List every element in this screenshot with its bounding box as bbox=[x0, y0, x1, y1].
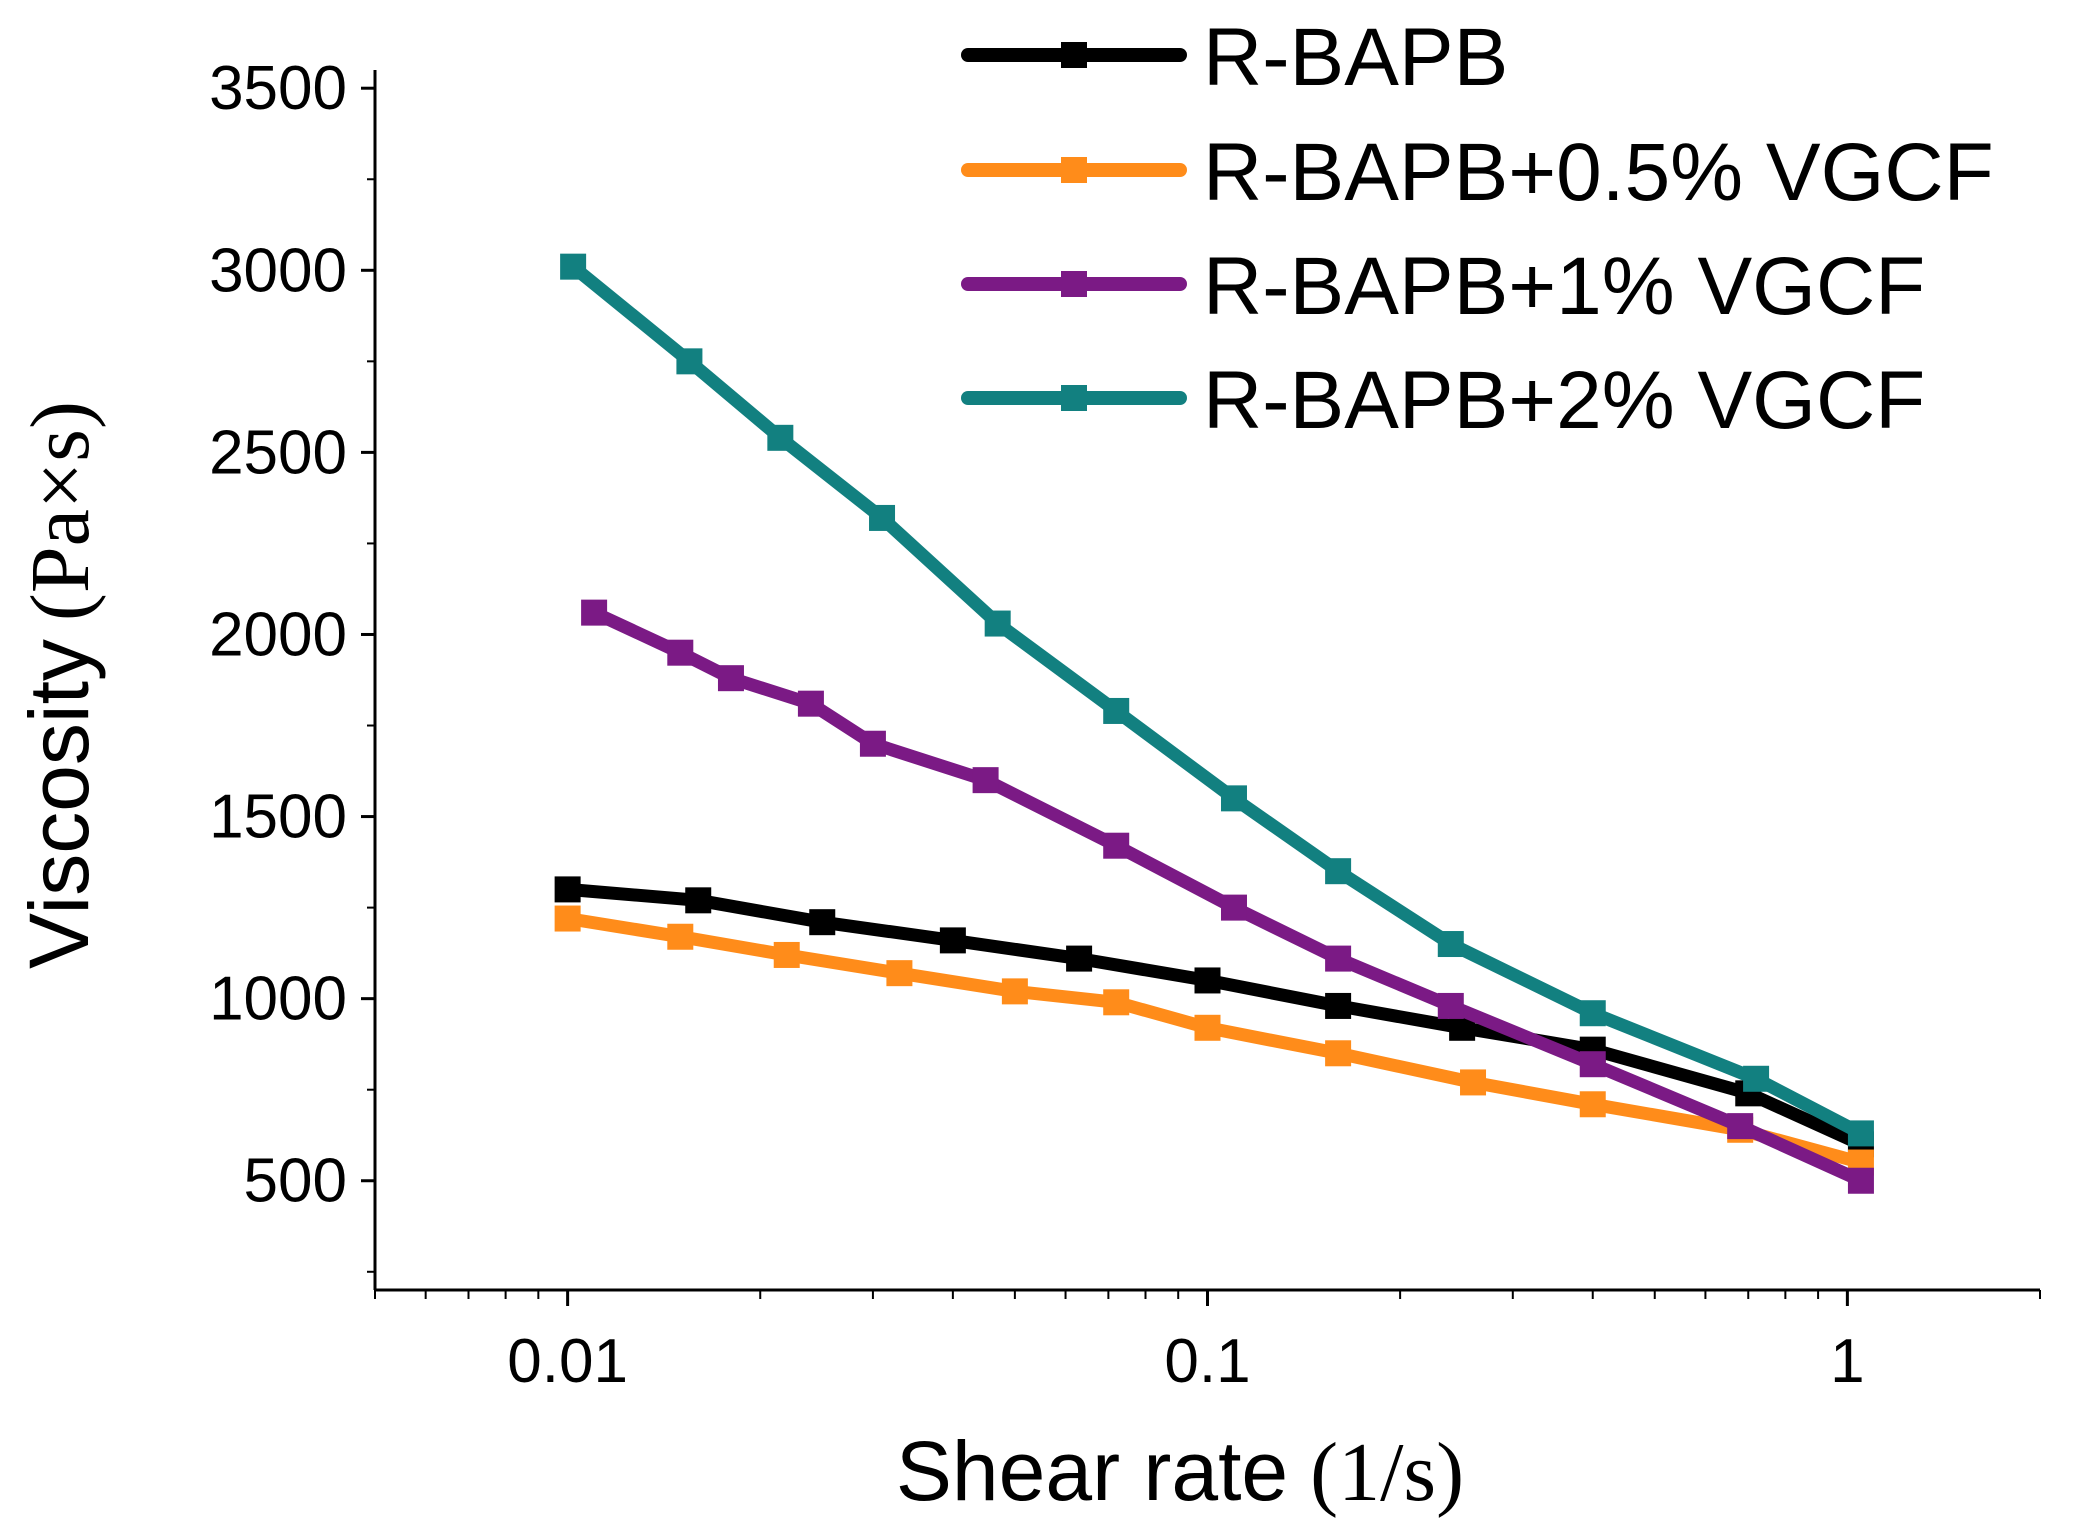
y-tick-label: 3500 bbox=[209, 54, 347, 123]
series-line bbox=[561, 912, 1868, 1169]
legend-swatch-marker bbox=[1061, 42, 1087, 68]
y-tick-label: 500 bbox=[244, 1147, 347, 1216]
y-axis-label: Viscosity bbox=[12, 639, 106, 969]
data-point bbox=[859, 730, 886, 757]
data-point bbox=[581, 599, 608, 626]
data-point bbox=[676, 348, 703, 375]
data-point bbox=[984, 610, 1011, 637]
data-point bbox=[717, 665, 744, 692]
y-tick-label: 3000 bbox=[209, 236, 347, 305]
y-tick-label: 2500 bbox=[209, 418, 347, 487]
series-layer bbox=[554, 253, 1874, 1194]
data-point bbox=[1325, 858, 1352, 885]
data-point bbox=[1103, 832, 1130, 859]
data-point bbox=[1066, 945, 1093, 972]
data-point bbox=[1103, 989, 1130, 1016]
legend-label: R-BAPB bbox=[1203, 12, 1508, 103]
data-point bbox=[939, 927, 966, 954]
data-point bbox=[554, 905, 581, 932]
data-point bbox=[1727, 1113, 1754, 1140]
data-point bbox=[767, 424, 794, 451]
data-point bbox=[667, 923, 694, 950]
x-axis-ticks: 0.01 0.1 1 bbox=[374, 1290, 2041, 1396]
data-point bbox=[869, 504, 896, 531]
y-axis-ticks: 500 1000 1500 2000 2500 3000 3500 bbox=[209, 54, 375, 1273]
x-axis-label: Shear rate bbox=[896, 1424, 1288, 1518]
legend-label: R-BAPB+1% VGCF bbox=[1203, 241, 1925, 332]
data-point bbox=[667, 639, 694, 666]
data-point bbox=[1579, 1000, 1606, 1027]
series-4 bbox=[560, 253, 1874, 1147]
svg-text:Shear rate (1/s): Shear rate (1/s) bbox=[896, 1424, 1464, 1519]
data-point bbox=[1437, 992, 1464, 1019]
data-point bbox=[1001, 978, 1028, 1005]
x-tick-label: 1 bbox=[1830, 1327, 1864, 1396]
data-point bbox=[1579, 1091, 1606, 1118]
data-point bbox=[797, 690, 824, 717]
data-point bbox=[1325, 945, 1352, 972]
y-axis-unit: (Pa×s) bbox=[14, 401, 107, 621]
legend-label: R-BAPB+0.5% VGCF bbox=[1203, 127, 1994, 218]
legend-swatch-marker bbox=[1061, 385, 1087, 411]
series-line bbox=[566, 260, 1868, 1140]
svg-text:Viscosity (Pa×s): Viscosity (Pa×s) bbox=[12, 401, 107, 969]
data-point bbox=[1579, 1051, 1606, 1078]
y-tick-label: 1000 bbox=[209, 965, 347, 1034]
y-axis-title: Viscosity (Pa×s) bbox=[12, 401, 107, 969]
legend-swatch-marker bbox=[1061, 271, 1087, 297]
data-point bbox=[1460, 1069, 1487, 1096]
legend-label: R-BAPB+2% VGCF bbox=[1203, 355, 1925, 446]
x-tick-label: 0.01 bbox=[507, 1327, 628, 1396]
x-tick-label: 0.1 bbox=[1164, 1327, 1250, 1396]
legend-item: R-BAPB+1% VGCF bbox=[961, 241, 1925, 332]
legend-item: R-BAPB+0.5% VGCF bbox=[961, 127, 1994, 218]
x-axis-unit: (1/s) bbox=[1310, 1426, 1464, 1519]
data-point bbox=[809, 909, 836, 936]
data-point bbox=[560, 253, 587, 280]
data-point bbox=[1194, 967, 1221, 994]
series-3 bbox=[581, 599, 1874, 1194]
data-point bbox=[554, 876, 581, 903]
legend-swatch-marker bbox=[1061, 157, 1087, 183]
data-point bbox=[1325, 992, 1352, 1019]
data-point bbox=[773, 941, 800, 968]
data-point bbox=[1437, 931, 1464, 958]
data-point bbox=[1103, 697, 1130, 724]
y-tick-label: 2000 bbox=[209, 600, 347, 669]
data-point bbox=[1220, 785, 1247, 812]
legend: R-BAPB R-BAPB+0.5% VGCF R-BAPB+1% VGCF R-BA… bbox=[961, 12, 1994, 446]
legend-item: R-BAPB+2% VGCF bbox=[961, 355, 1925, 446]
y-tick-label: 1500 bbox=[209, 783, 347, 852]
data-point bbox=[1847, 1167, 1874, 1194]
data-point bbox=[1220, 894, 1247, 921]
x-axis-title: Shear rate (1/s) bbox=[896, 1424, 1464, 1519]
legend-item: R-BAPB bbox=[961, 12, 1508, 103]
data-point bbox=[1847, 1120, 1874, 1147]
data-point bbox=[685, 887, 712, 914]
data-point bbox=[1325, 1040, 1352, 1067]
data-point bbox=[886, 960, 913, 987]
data-point bbox=[1194, 1014, 1221, 1041]
plot-area: 500 1000 1500 2000 2500 3000 3500 0.01 0.1 1 bbox=[209, 54, 2041, 1396]
data-point bbox=[972, 767, 999, 794]
data-point bbox=[1743, 1065, 1770, 1092]
